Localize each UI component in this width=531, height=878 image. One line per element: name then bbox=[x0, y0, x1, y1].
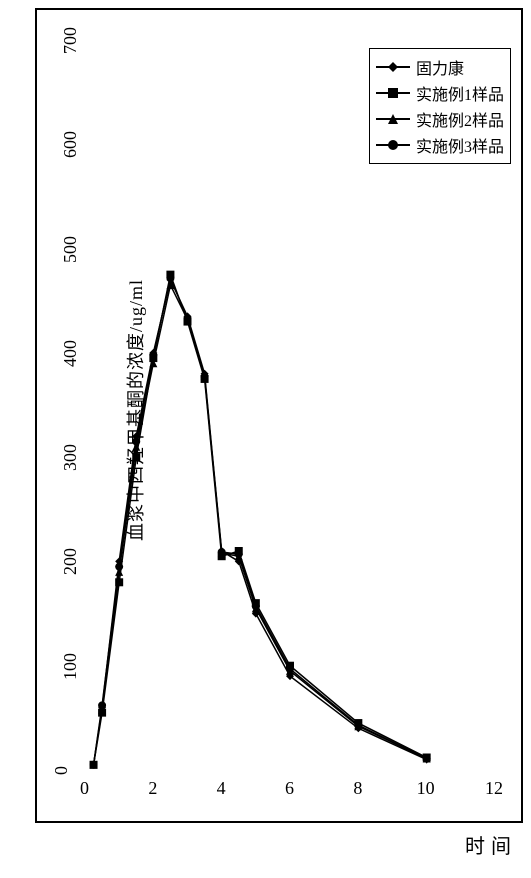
y-tick-label: 0 bbox=[51, 766, 72, 775]
marker-circle bbox=[90, 761, 98, 769]
legend-line bbox=[376, 118, 410, 120]
marker-circle bbox=[354, 721, 362, 729]
legend-marker-icon bbox=[387, 61, 399, 73]
marker-circle bbox=[235, 550, 243, 558]
y-tick-label: 700 bbox=[60, 27, 81, 54]
marker-circle bbox=[218, 548, 226, 556]
marker-circle bbox=[98, 701, 106, 709]
y-tick-label: 300 bbox=[60, 444, 81, 471]
y-tick-label: 600 bbox=[60, 131, 81, 158]
x-tick-label: 12 bbox=[485, 778, 503, 799]
marker-circle bbox=[252, 602, 260, 610]
marker-circle bbox=[201, 373, 209, 381]
x-tick-label: 2 bbox=[148, 778, 157, 799]
x-tick-label: 0 bbox=[80, 778, 89, 799]
legend-label: 实施例1样品 bbox=[416, 81, 504, 105]
y-tick-label: 100 bbox=[60, 653, 81, 680]
marker-circle bbox=[149, 351, 157, 359]
legend: 固力康实施例1样品实施例2样品实施例3样品 bbox=[369, 48, 511, 164]
legend-line bbox=[376, 92, 410, 94]
legend-label: 固力康 bbox=[416, 55, 464, 79]
legend-line bbox=[376, 144, 410, 146]
series-line bbox=[94, 278, 427, 765]
legend-label: 实施例3样品 bbox=[416, 133, 504, 157]
series-line bbox=[94, 280, 427, 765]
marker-circle bbox=[166, 274, 174, 282]
marker-circle bbox=[132, 438, 140, 446]
marker-circle bbox=[184, 314, 192, 322]
y-tick-label: 400 bbox=[60, 340, 81, 367]
x-tick-label: 10 bbox=[417, 778, 435, 799]
marker-square bbox=[115, 578, 123, 586]
marker-circle bbox=[423, 755, 431, 763]
legend-marker-icon bbox=[387, 87, 399, 99]
legend-line bbox=[376, 66, 410, 68]
y-tick-label: 200 bbox=[60, 548, 81, 575]
legend-item: 实施例1样品 bbox=[376, 81, 504, 105]
legend-item: 实施例2样品 bbox=[376, 107, 504, 131]
series-line bbox=[94, 275, 427, 765]
marker-square bbox=[132, 453, 140, 461]
x-axis-label: 时间 bbox=[465, 830, 517, 859]
marker-circle bbox=[115, 563, 123, 571]
legend-item: 固力康 bbox=[376, 55, 504, 79]
marker-circle bbox=[286, 665, 294, 673]
series-line bbox=[94, 285, 427, 765]
x-tick-label: 8 bbox=[353, 778, 362, 799]
x-tick-label: 6 bbox=[285, 778, 294, 799]
legend-label: 实施例2样品 bbox=[416, 107, 504, 131]
legend-item: 实施例3样品 bbox=[376, 133, 504, 157]
legend-marker-icon bbox=[387, 113, 399, 125]
x-tick-label: 4 bbox=[217, 778, 226, 799]
y-tick-label: 500 bbox=[60, 236, 81, 263]
legend-marker-icon bbox=[387, 139, 399, 151]
